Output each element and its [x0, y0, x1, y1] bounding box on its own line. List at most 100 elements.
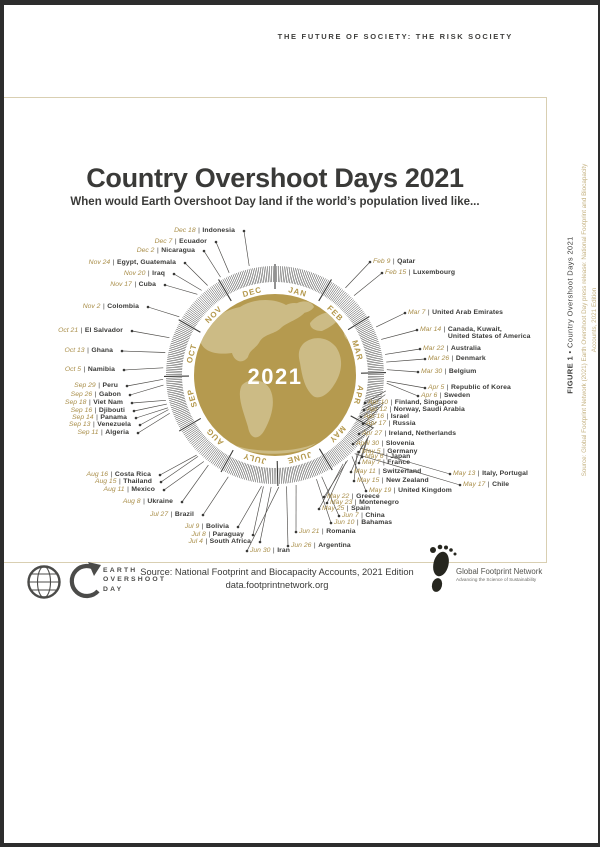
label-separator: | [393, 486, 396, 494]
label-country: Ukraine [147, 497, 173, 505]
label-separator: | [80, 326, 83, 334]
eod-logo-text: EARTH OVERSHOOT DAY [103, 567, 167, 593]
label-country: Egypt, Guatemala [116, 258, 176, 266]
label-date: Apr 27 [362, 429, 383, 437]
source-line2: data.footprintnetwork.org [225, 580, 329, 590]
label-date: Jun 21 [299, 527, 320, 535]
label-separator: | [98, 381, 100, 389]
label-date: May 17 [463, 480, 486, 488]
country-label: Mar 7 | United Arab Emirates [408, 309, 503, 317]
label-date: Nov 20 [123, 269, 146, 277]
label-country: Paraguay [212, 530, 244, 538]
label-separator: | [110, 470, 113, 478]
label-date: May 25 [322, 504, 345, 512]
label-date: Mar 26 [428, 354, 450, 362]
label-country: Qatar [397, 257, 416, 265]
label-separator: | [477, 469, 480, 477]
label-separator: | [444, 367, 447, 375]
label-country: Montenegro [359, 498, 399, 506]
country-label: Apr 5 | Republic of Korea [428, 384, 511, 392]
label-date: Apr 6 [421, 391, 438, 399]
label-separator: | [384, 429, 387, 437]
figure-box-border-bottom [4, 562, 547, 563]
label-date: Aug 15 [94, 477, 117, 485]
label-separator: | [386, 412, 389, 420]
country-label: Sep 16 | Djibouti [71, 407, 125, 415]
label-date: May 11 [354, 467, 376, 475]
label-separator: | [446, 344, 449, 352]
country-label: Mar 26 | Denmark [428, 355, 486, 363]
label-separator: | [386, 452, 388, 460]
label-country: Mexico [131, 485, 155, 493]
label-separator: | [100, 428, 103, 436]
label-country: Bahamas [361, 518, 393, 526]
label-separator: | [392, 257, 395, 265]
country-label: Apr 16 | Israel [364, 413, 409, 421]
sidebar-figure-caption: FIGURE 1 • Country Overshoot Days 2021 [566, 236, 575, 393]
label-date: May 23 [330, 498, 353, 506]
label-date: Aug 11 [103, 485, 125, 493]
label-country: Norway, Saudi Arabia [393, 405, 465, 413]
label-separator: | [198, 226, 200, 234]
country-label: Apr 17 | Russia [366, 420, 416, 428]
label-separator: | [208, 530, 211, 538]
label-separator: | [313, 541, 316, 549]
sidebar-source-credit: Source: Global Footprint Network (2021) … [581, 163, 598, 477]
label-country: El Salvador [84, 326, 123, 334]
label-date: Jul 9 [184, 522, 200, 530]
label-date: May 6 [365, 452, 384, 460]
caption-title: Country Overshoot Days 2021 [565, 236, 575, 348]
running-header: THE FUTURE OF SOCIETY: THE RISK SOCIETY [277, 32, 513, 41]
label-separator: | [94, 406, 97, 414]
label-separator: | [92, 420, 95, 428]
label-separator: | [205, 537, 208, 545]
country-label: Sep 26 | Gabon [71, 391, 121, 399]
label-separator: | [487, 480, 490, 488]
label-date: Aug 16 [86, 470, 109, 478]
label-country: Russia [392, 419, 416, 427]
label-date: Apr 17 [366, 419, 387, 427]
country-label: Mar 30 | Belgium [421, 368, 476, 376]
label-separator: | [272, 546, 275, 554]
label-separator: | [390, 398, 393, 406]
label-date: Mar 30 [421, 367, 443, 375]
label-country: Finland, Singapore [394, 398, 458, 406]
label-separator: | [388, 419, 391, 427]
country-label: Aug 16 | Costa Rica [87, 471, 151, 479]
label-country: Peru [102, 381, 118, 389]
label-date: Jul 8 [191, 530, 206, 538]
country-label: Feb 15 | Luxembourg [385, 269, 455, 277]
label-country: Venezuela [97, 420, 131, 428]
label-date: Apr 5 [428, 383, 445, 391]
label-separator: | [143, 497, 145, 505]
figure-subtitle: When would Earth Overshoot Day land if t… [70, 196, 480, 208]
label-country: United Arab Emirates [432, 308, 504, 316]
label-date: Feb 9 [373, 257, 391, 265]
label-separator: | [354, 498, 357, 506]
label-separator: | [361, 511, 363, 519]
label-country: Viet Nam [93, 398, 123, 406]
country-label: Sep 29 | Peru [74, 382, 118, 390]
country-label: May 7 | France [362, 459, 410, 467]
country-label: Apr 12 | Norway, Saudi Arabia [367, 406, 465, 414]
country-label: April 30 | Slovenia [356, 440, 415, 448]
label-date: Apr 10 [368, 398, 389, 406]
label-separator: | [346, 504, 349, 512]
label-date: Nov 17 [110, 280, 132, 288]
label-separator: | [201, 522, 204, 530]
label-separator: | [381, 476, 384, 484]
label-country: Nicaragua [161, 246, 195, 254]
country-label: Dec 2 | Nicaragua [137, 247, 195, 255]
label-country: Djibouti [98, 406, 125, 414]
label-date: Jun 30 [250, 546, 271, 554]
label-date: Jun 26 [291, 541, 312, 549]
label-date: May 13 [453, 469, 476, 477]
label-date: Sep 11 [77, 428, 99, 436]
label-date: Jul 27 [149, 510, 169, 518]
label-country: Costa Rica [114, 470, 151, 478]
gfn-logo-name: Global Footprint Network [456, 567, 543, 576]
country-label: May 23 | Montenegro [330, 499, 399, 507]
label-country: Denmark [455, 354, 486, 362]
